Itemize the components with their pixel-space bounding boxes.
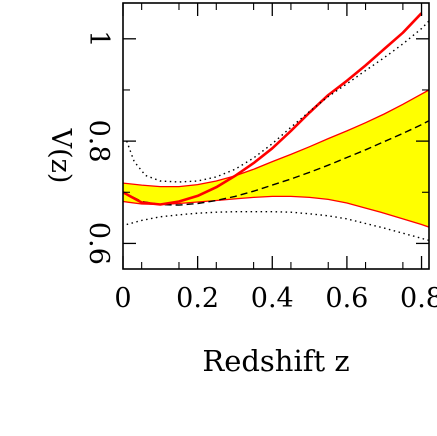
dotted-lower-series-line: [126, 210, 429, 242]
dotted-upper-series-line: [126, 20, 429, 183]
x-tick-label: 0: [114, 283, 131, 314]
band-lower-edge: [123, 195, 429, 228]
confidence-band: [123, 90, 429, 228]
y-axis-label: V(z): [45, 128, 76, 184]
plot-frame: [122, 2, 430, 270]
y-tick-label: 0.8: [83, 120, 114, 163]
y-tick-label: 0.6: [83, 222, 114, 265]
tick-labels: 0 0.2 0.4 0.6 0.8 0.6 0.8 1: [83, 30, 437, 314]
x-tick-label: 0.8: [400, 283, 437, 314]
red-series-line: [123, 12, 423, 206]
dashed-series-line: [123, 120, 429, 206]
y-tick-label: 1: [83, 30, 114, 47]
plot-area: [123, 12, 429, 242]
x-tick-label: 0.6: [325, 283, 368, 314]
band-upper-edge: [123, 89, 429, 188]
x-tick-label: 0.4: [251, 283, 294, 314]
x-tick-label: 0.2: [176, 283, 219, 314]
x-axis-label: Redshift z: [202, 344, 349, 378]
axis-ticks: [122, 3, 429, 269]
